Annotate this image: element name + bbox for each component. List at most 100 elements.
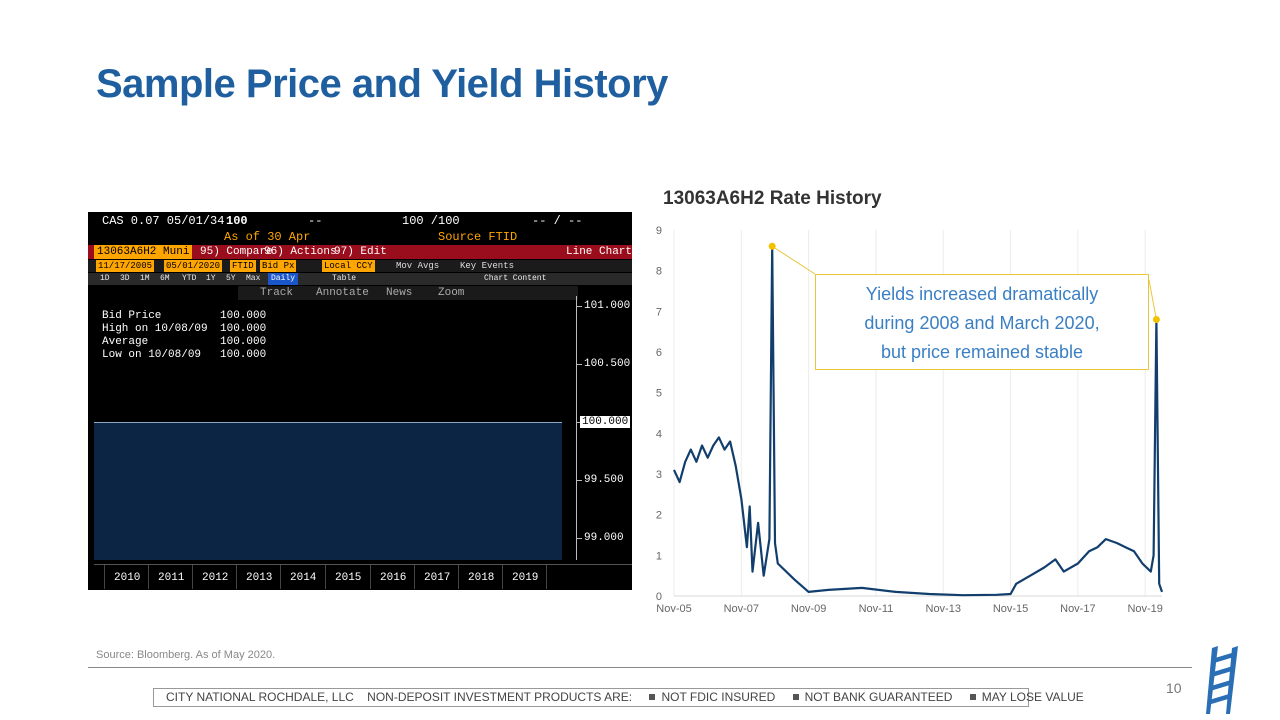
disclaimer-lead: NON-DEPOSIT INVESTMENT PRODUCTS ARE: — [367, 690, 633, 704]
ladder-logo-icon — [1206, 646, 1238, 714]
actions-button[interactable]: 96) Actions — [264, 246, 337, 258]
period-max[interactable]: Max — [246, 274, 261, 283]
x-tick-label: 2015 — [335, 572, 362, 584]
period-5y[interactable]: 5Y — [226, 274, 236, 283]
bullet-square-icon — [792, 694, 799, 701]
rate-chart-title: 13063A6H2 Rate History — [663, 188, 882, 209]
period-6m[interactable]: 6M — [160, 274, 170, 283]
price-legend: Bid Price 100.000 High on 10/08/09 100.000… — [102, 310, 266, 362]
x-tick-label: 2019 — [512, 572, 539, 584]
y-tick-label: 3 — [656, 469, 662, 481]
x-tick-label: Nov-11 — [859, 603, 894, 615]
annotate-tool[interactable]: Annotate — [316, 287, 369, 299]
track-tool[interactable]: Track — [260, 287, 294, 299]
series-line — [673, 245, 1164, 597]
y-tick-mark — [576, 422, 582, 423]
x-tick-label: 2016 — [380, 572, 407, 584]
news-tool[interactable]: News — [386, 287, 413, 299]
compare-button[interactable]: 95) Compare — [200, 246, 273, 258]
x-grid-line — [280, 565, 281, 589]
y-tick-label: 100.500 — [584, 358, 631, 370]
y-tick-mark — [576, 538, 582, 539]
as-of-line: As of 30 Apr Source FTID — [88, 230, 632, 244]
as-of-date: As of 30 Apr — [224, 230, 311, 244]
end-date-input[interactable]: 05/01/2020 — [164, 260, 223, 272]
y-tick-label: 9 — [656, 225, 662, 237]
mov-avgs-checkbox[interactable]: Mov Avgs — [396, 261, 440, 271]
legend-item: Low on 10/08/09 100.000 — [102, 349, 267, 361]
x-tick-label: 2018 — [468, 572, 495, 584]
disclaimer-item: MAY LOSE VALUE — [981, 690, 1084, 704]
price-x-axis: 2010 2011 2012 2013 2014 2015 2016 2017 … — [94, 564, 632, 589]
disclaimer-bar: CITY NATIONAL ROCHDALE, LLC NON-DEPOSIT … — [153, 688, 1084, 707]
page-number: 10 — [1166, 680, 1182, 696]
period-ytd[interactable]: YTD — [182, 274, 197, 283]
bloomberg-price-chart: CAS 0.07 05/01/34 100 -- 100 /100 -- / -… — [88, 212, 632, 590]
period-1y[interactable]: 1Y — [206, 274, 216, 283]
date-range-bar: 11/17/2005 05/01/2020 FTID Bid Px Local … — [88, 260, 632, 272]
pricing-source: Source FTID — [438, 230, 518, 244]
callout-box: Yields increased dramatically during 200… — [815, 274, 1149, 370]
table-button[interactable]: Table — [332, 274, 357, 283]
x-grid-line — [546, 565, 547, 589]
x-tick-label: 2011 — [158, 572, 185, 584]
key-events-checkbox[interactable]: Key Events — [460, 261, 515, 271]
start-date-input[interactable]: 11/17/2005 — [96, 260, 155, 272]
function-bar: 13063A6H2 Muni 95) Compare 96) Actions 9… — [88, 245, 632, 259]
y-tick-label-current: 100.000 — [580, 416, 631, 428]
callout-leader-line — [771, 245, 816, 275]
chart-content-button[interactable]: Chart Content — [484, 274, 547, 283]
period-bar: 1D 3D 1M 6M YTD 1Y 5Y Max Daily Table Ch… — [88, 273, 632, 285]
legend-item: Average 100.000 — [102, 336, 267, 348]
callout-line: during 2008 and March 2020, — [864, 313, 1100, 333]
x-grid-line — [192, 565, 193, 589]
y-tick-label: 101.000 — [584, 300, 631, 312]
frequency-select[interactable]: Daily — [268, 273, 299, 285]
security-name: 13063A6H2 Muni — [94, 245, 193, 259]
slide-title: Sample Price and Yield History — [96, 62, 668, 106]
source-note: Source: Bloomberg. As of May 2020. — [96, 649, 276, 661]
disclaimer-item: NOT BANK GUARANTEED — [804, 690, 953, 704]
x-tick-label: 2010 — [114, 572, 141, 584]
quote-line: CAS 0.07 05/01/34 100 -- 100 /100 -- / -… — [88, 214, 632, 230]
y-tick-mark — [576, 364, 582, 365]
disclaimer-item: NOT FDIC INSURED — [661, 690, 776, 704]
edit-button[interactable]: 97) Edit — [334, 246, 387, 258]
callout-line: but price remained stable — [880, 342, 1084, 362]
x-grid-line — [325, 565, 326, 589]
tool-bar: Track Annotate News Zoom — [88, 286, 632, 300]
ticker-line: CAS 0.07 05/01/34 — [102, 214, 225, 228]
x-tick-label: Nov-15 — [993, 603, 1028, 615]
y-tick-mark — [576, 306, 582, 307]
y-tick-label: 99.000 — [584, 532, 624, 544]
x-grid-line — [502, 565, 503, 589]
chart-type-label: Line Chart — [566, 246, 632, 258]
currency-select[interactable]: Local CCY — [322, 260, 375, 272]
source-select[interactable]: FTID — [230, 260, 256, 272]
callout-leader-line — [1148, 279, 1157, 320]
x-grid-line — [148, 565, 149, 589]
bullet-square-icon — [649, 694, 656, 701]
y-tick-mark — [576, 480, 582, 481]
size-value: -- / -- — [532, 214, 583, 228]
legend-item: High on 10/08/09 100.000 — [102, 323, 267, 335]
field-select[interactable]: Bid Px — [260, 260, 297, 272]
x-tick-label: Nov-07 — [724, 603, 759, 615]
tool-bar-background — [238, 286, 578, 300]
y-tick-label: 6 — [656, 347, 662, 359]
x-tick-label: Nov-09 — [791, 603, 826, 615]
period-1d[interactable]: 1D — [100, 274, 110, 283]
y-tick-label: 5 — [656, 388, 662, 400]
period-3d[interactable]: 3D — [120, 274, 130, 283]
zoom-tool[interactable]: Zoom — [438, 287, 465, 299]
x-grid-line — [370, 565, 371, 589]
disclaimer-company: CITY NATIONAL ROCHDALE, LLC — [166, 690, 354, 704]
y-tick-label: 7 — [656, 306, 662, 318]
y-tick-label: 0 — [656, 591, 662, 603]
x-grid-line — [236, 565, 237, 589]
price-area — [94, 422, 562, 560]
period-1m[interactable]: 1M — [140, 274, 150, 283]
y-tick-label: 4 — [656, 428, 662, 440]
change-value: -- — [308, 214, 323, 228]
x-grid-line — [104, 565, 105, 589]
